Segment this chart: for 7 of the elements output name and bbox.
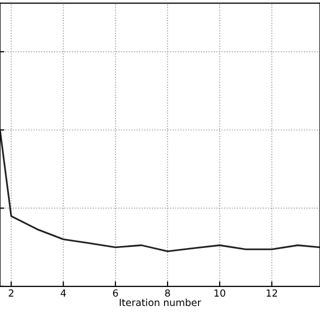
x-axis-title: Iteration number xyxy=(120,298,202,306)
x-tick-label: 4 xyxy=(60,289,66,297)
x-tick-label: 10 xyxy=(214,289,226,297)
x-tick-label: 12 xyxy=(266,289,278,297)
x-tick-label: 6 xyxy=(113,289,118,297)
x-tick-label: 8 xyxy=(165,289,170,297)
x-tick-label: 2 xyxy=(8,289,14,297)
